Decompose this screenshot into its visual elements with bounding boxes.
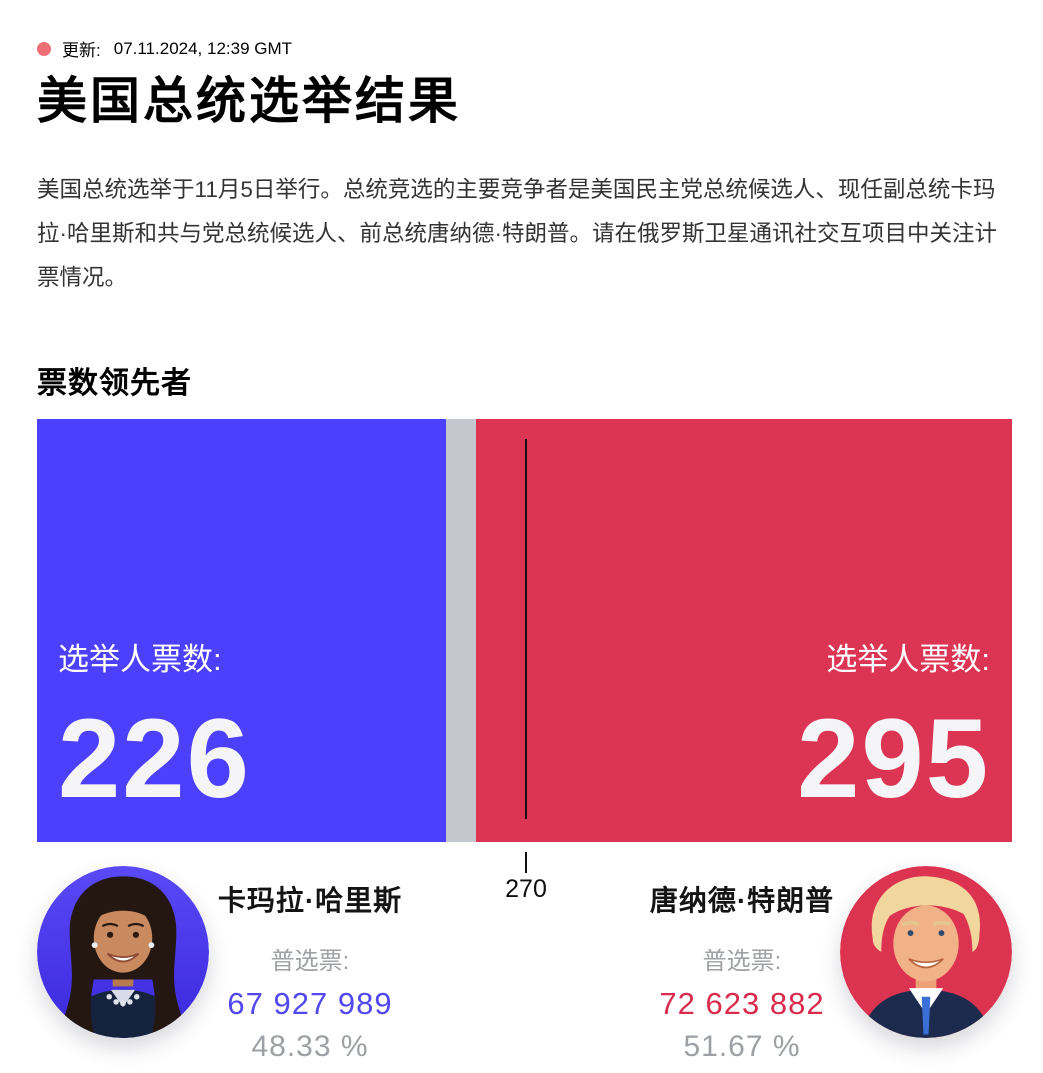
electoral-votes-value-trump: 295 [797,696,990,821]
electoral-votes-value-harris: 226 [58,696,251,821]
trump-name: 唐纳德·特朗普 [649,885,835,916]
undecided-votes-divider [446,419,476,842]
section-title: 票数领先者 [37,367,192,400]
trump-photo [840,866,1012,1038]
trump-popular-votes-value: 72 623 882 [659,986,825,1021]
electoral-bar-chart: 选举人票数: 226 选举人票数: 295 [37,419,1012,842]
harris-popular-votes-value: 67 927 989 [227,986,393,1021]
threshold-270-line [525,439,527,819]
page-title: 美国总统选举结果 [37,73,461,129]
harris-info-block: 卡玛拉·哈里斯 普选票: 67 927 989 48.33 % [170,879,450,1064]
harris-portrait-illustration [37,866,209,1038]
harris-photo [37,866,209,1038]
threshold-270-label: 270 [505,875,547,903]
trump-popular-votes-percent: 51.67 % [683,1030,801,1063]
update-row: 更新: 07.11.2024, 12:39 GMT [37,36,292,61]
update-label: 更新: [62,41,101,60]
harris-name: 卡玛拉·哈里斯 [217,885,403,916]
electoral-votes-label-harris: 选举人票数: [58,642,222,677]
intro-paragraph: 美国总统选举于11月5日举行。总统竞选的主要竞争者是美国民主党总统候选人、现任副… [37,177,997,290]
update-timestamp: 07.11.2024, 12:39 GMT [113,38,293,58]
electoral-bar-harris: 选举人票数: 226 [37,419,446,842]
electoral-votes-label-trump: 选举人票数: [826,642,990,677]
harris-popular-votes-percent: 48.33 % [251,1030,369,1063]
harris-popular-votes-label: 普选票: [270,948,350,975]
trump-portrait-illustration [840,866,1012,1038]
electoral-leader-board: 选举人票数: 226 选举人票数: 295 270 [37,419,1012,1073]
trump-popular-votes-label: 普选票: [702,948,782,975]
threshold-270-tick [525,852,527,873]
update-dot-icon [37,41,51,56]
electoral-bar-trump: 选举人票数: 295 [476,419,1012,842]
trump-info-block: 唐纳德·特朗普 普选票: 72 623 882 51.67 % [602,879,882,1064]
